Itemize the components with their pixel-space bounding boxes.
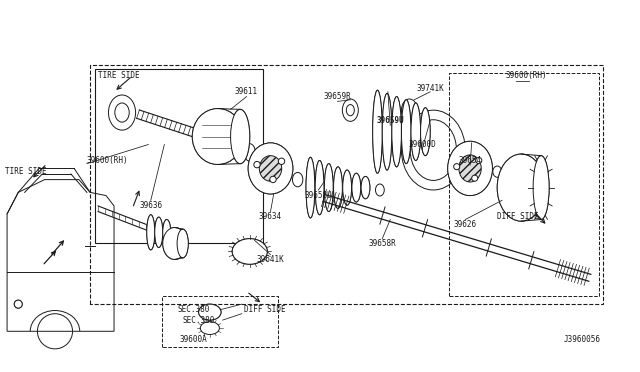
Ellipse shape [472, 175, 477, 181]
Ellipse shape [343, 170, 351, 205]
Ellipse shape [316, 160, 324, 215]
Ellipse shape [198, 304, 221, 320]
Ellipse shape [454, 164, 460, 170]
Ellipse shape [497, 154, 545, 221]
Ellipse shape [401, 100, 411, 164]
Ellipse shape [259, 155, 282, 181]
Text: 39600(RH): 39600(RH) [87, 156, 129, 165]
Text: 39626: 39626 [454, 220, 477, 229]
Ellipse shape [411, 103, 420, 160]
Text: SEC.380: SEC.380 [182, 315, 215, 325]
Ellipse shape [448, 141, 492, 196]
Text: J3960056: J3960056 [564, 335, 601, 344]
Ellipse shape [459, 155, 481, 182]
Ellipse shape [420, 108, 430, 155]
Text: 39600(RH): 39600(RH) [505, 71, 547, 80]
Text: SEC.380: SEC.380 [178, 305, 210, 314]
Text: DIFF SIDE: DIFF SIDE [497, 212, 539, 221]
Ellipse shape [192, 109, 243, 164]
Ellipse shape [324, 164, 333, 212]
Text: 39641K: 39641K [257, 255, 284, 264]
Text: 39600D: 39600D [408, 140, 436, 149]
Text: 39654: 39654 [458, 156, 482, 165]
Ellipse shape [230, 109, 250, 164]
Ellipse shape [361, 176, 370, 199]
Ellipse shape [278, 158, 285, 164]
Text: 39741K: 39741K [416, 84, 444, 93]
Text: 39636: 39636 [140, 202, 163, 211]
Ellipse shape [254, 161, 260, 168]
Ellipse shape [392, 97, 401, 167]
Ellipse shape [372, 90, 382, 173]
Ellipse shape [533, 155, 549, 219]
Ellipse shape [14, 300, 22, 308]
Ellipse shape [177, 229, 188, 258]
Text: 39659U: 39659U [376, 116, 404, 125]
Ellipse shape [147, 215, 155, 250]
Ellipse shape [155, 217, 163, 247]
Ellipse shape [163, 219, 171, 245]
Ellipse shape [248, 143, 293, 194]
Ellipse shape [270, 176, 276, 183]
Ellipse shape [333, 167, 342, 208]
Text: 39658R: 39658R [369, 239, 396, 248]
Text: 39600A: 39600A [180, 335, 208, 344]
Ellipse shape [352, 173, 361, 202]
Ellipse shape [476, 157, 482, 164]
Ellipse shape [382, 93, 392, 170]
Ellipse shape [232, 239, 268, 264]
Text: DIFF SIDE: DIFF SIDE [244, 305, 286, 314]
Ellipse shape [306, 157, 315, 218]
Ellipse shape [163, 228, 187, 259]
Text: 39634: 39634 [259, 212, 282, 221]
Text: TIRE SIDE: TIRE SIDE [4, 167, 46, 176]
Text: TIRE SIDE: TIRE SIDE [98, 71, 140, 80]
Text: 39659R: 39659R [324, 92, 351, 101]
Text: 39611: 39611 [235, 87, 258, 96]
Text: 39658U: 39658U [305, 191, 332, 200]
